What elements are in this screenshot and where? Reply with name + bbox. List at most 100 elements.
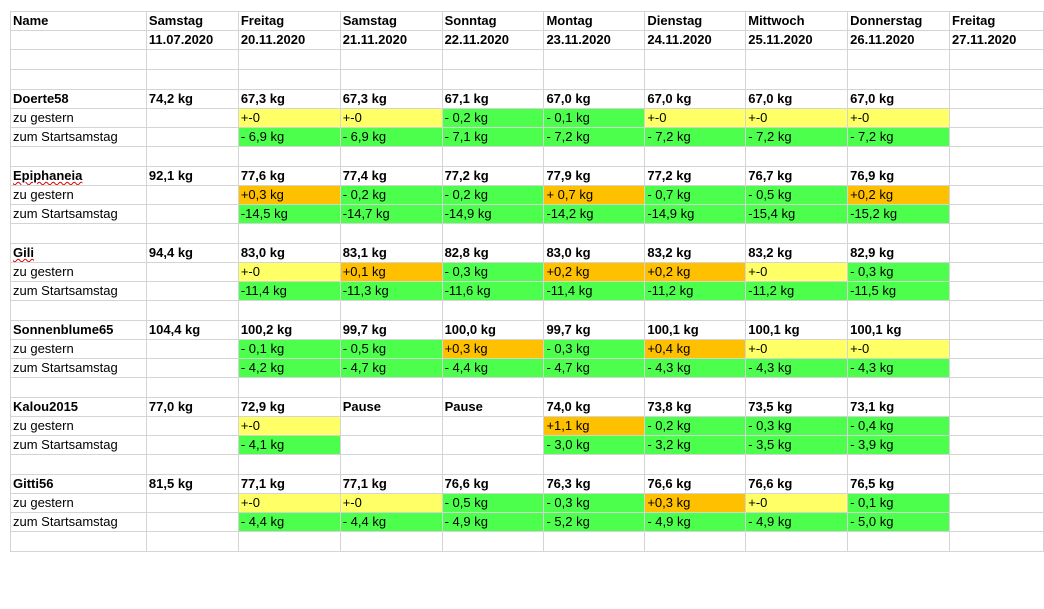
date-header[interactable]: 23.11.2020 bbox=[543, 30, 646, 50]
total-change-cell[interactable]: -11,2 kg bbox=[644, 281, 747, 301]
weight-cell[interactable]: 100,1 kg bbox=[847, 320, 951, 340]
empty-cell[interactable] bbox=[145, 300, 239, 321]
day-change-cell[interactable]: - 0,1 kg bbox=[237, 339, 341, 359]
total-change-cell[interactable]: - 7,2 kg bbox=[644, 127, 747, 147]
date-header[interactable]: 22.11.2020 bbox=[441, 30, 545, 50]
empty-cell[interactable] bbox=[237, 531, 341, 552]
day-change-cell[interactable] bbox=[949, 185, 1044, 205]
empty-cell[interactable] bbox=[543, 377, 646, 398]
weight-cell[interactable]: 77,1 kg bbox=[237, 474, 341, 494]
empty-cell[interactable] bbox=[10, 69, 147, 90]
empty-cell[interactable] bbox=[145, 435, 239, 455]
start-weight[interactable]: 104,4 kg bbox=[145, 320, 239, 340]
total-change-cell[interactable]: -11,6 kg bbox=[441, 281, 545, 301]
empty-cell[interactable] bbox=[145, 358, 239, 378]
day-change-cell[interactable] bbox=[949, 108, 1044, 128]
weight-cell[interactable]: 77,2 kg bbox=[441, 166, 545, 186]
total-change-cell[interactable]: - 7,2 kg bbox=[543, 127, 646, 147]
day-change-cell[interactable]: - 0,1 kg bbox=[543, 108, 646, 128]
day-change-cell[interactable]: +0,2 kg bbox=[543, 262, 646, 282]
weight-cell[interactable] bbox=[949, 320, 1044, 340]
empty-cell[interactable] bbox=[145, 49, 239, 70]
empty-cell[interactable] bbox=[441, 223, 545, 244]
empty-cell[interactable] bbox=[339, 377, 443, 398]
day-header[interactable]: Sonntag bbox=[441, 11, 545, 31]
total-change-cell[interactable]: - 4,3 kg bbox=[847, 358, 951, 378]
empty-cell[interactable] bbox=[237, 454, 341, 475]
empty-cell[interactable] bbox=[145, 377, 239, 398]
total-change-cell[interactable] bbox=[949, 512, 1044, 532]
weight-cell[interactable]: 67,1 kg bbox=[441, 89, 545, 109]
weight-cell[interactable]: 76,6 kg bbox=[644, 474, 747, 494]
empty-cell[interactable] bbox=[745, 531, 849, 552]
empty-cell[interactable] bbox=[745, 454, 849, 475]
day-change-cell[interactable]: + 0,7 kg bbox=[543, 185, 646, 205]
day-change-cell[interactable]: - 0,3 kg bbox=[543, 493, 646, 513]
start-weight[interactable]: 94,4 kg bbox=[145, 243, 239, 263]
date-header[interactable]: 25.11.2020 bbox=[745, 30, 849, 50]
day-change-cell[interactable]: +-0 bbox=[237, 262, 341, 282]
weight-cell[interactable]: 74,0 kg bbox=[543, 397, 646, 417]
empty-cell[interactable] bbox=[949, 531, 1044, 552]
day-change-cell[interactable] bbox=[949, 262, 1044, 282]
date-header[interactable]: 21.11.2020 bbox=[339, 30, 443, 50]
total-change-cell[interactable]: - 3,9 kg bbox=[847, 435, 951, 455]
empty-cell[interactable] bbox=[949, 377, 1044, 398]
day-change-cell[interactable] bbox=[949, 493, 1044, 513]
day-change-cell[interactable]: +-0 bbox=[745, 339, 849, 359]
row-label[interactable]: zum Startsamstag bbox=[10, 512, 147, 532]
empty-cell[interactable] bbox=[847, 454, 951, 475]
empty-cell[interactable] bbox=[543, 454, 646, 475]
empty-cell[interactable] bbox=[237, 146, 341, 167]
weight-cell[interactable]: 76,5 kg bbox=[847, 474, 951, 494]
empty-cell[interactable] bbox=[644, 531, 747, 552]
empty-cell[interactable] bbox=[237, 223, 341, 244]
total-change-cell[interactable]: - 4,1 kg bbox=[237, 435, 341, 455]
empty-cell[interactable] bbox=[339, 531, 443, 552]
empty-cell[interactable] bbox=[543, 531, 646, 552]
empty-cell[interactable] bbox=[237, 300, 341, 321]
weight-cell[interactable]: 82,9 kg bbox=[847, 243, 951, 263]
total-change-cell[interactable]: -11,3 kg bbox=[339, 281, 443, 301]
empty-cell[interactable] bbox=[339, 146, 443, 167]
weight-cell[interactable]: 73,1 kg bbox=[847, 397, 951, 417]
empty-cell[interactable] bbox=[745, 146, 849, 167]
day-header[interactable]: Dienstag bbox=[644, 11, 747, 31]
day-change-cell[interactable] bbox=[441, 416, 545, 436]
weight-cell[interactable]: 67,0 kg bbox=[644, 89, 747, 109]
empty-cell[interactable] bbox=[745, 377, 849, 398]
empty-cell[interactable] bbox=[949, 454, 1044, 475]
total-change-cell[interactable]: -14,7 kg bbox=[339, 204, 443, 224]
day-header[interactable]: Samstag bbox=[339, 11, 443, 31]
start-weight[interactable]: 81,5 kg bbox=[145, 474, 239, 494]
day-header[interactable]: Freitag bbox=[949, 11, 1044, 31]
participant-name[interactable]: Sonnenblume65 bbox=[10, 320, 147, 340]
day-change-cell[interactable]: - 0,2 kg bbox=[339, 185, 443, 205]
participant-name[interactable]: Gili bbox=[10, 243, 147, 263]
start-weight[interactable]: 92,1 kg bbox=[145, 166, 239, 186]
day-change-cell[interactable]: - 0,4 kg bbox=[847, 416, 951, 436]
row-label[interactable]: zum Startsamstag bbox=[10, 204, 147, 224]
empty-cell[interactable] bbox=[145, 185, 239, 205]
empty-cell[interactable] bbox=[847, 223, 951, 244]
empty-cell[interactable] bbox=[339, 454, 443, 475]
empty-cell[interactable] bbox=[847, 146, 951, 167]
total-change-cell[interactable]: -14,2 kg bbox=[543, 204, 646, 224]
total-change-cell[interactable]: - 4,7 kg bbox=[543, 358, 646, 378]
empty-cell[interactable] bbox=[543, 146, 646, 167]
day-change-cell[interactable]: +-0 bbox=[644, 108, 747, 128]
day-header[interactable]: Montag bbox=[543, 11, 646, 31]
total-change-cell[interactable]: -11,4 kg bbox=[237, 281, 341, 301]
total-change-cell[interactable]: - 4,7 kg bbox=[339, 358, 443, 378]
day-header[interactable]: Freitag bbox=[237, 11, 341, 31]
empty-cell[interactable] bbox=[441, 454, 545, 475]
empty-cell[interactable] bbox=[145, 69, 239, 90]
empty-cell[interactable] bbox=[644, 146, 747, 167]
total-change-cell[interactable]: - 6,9 kg bbox=[339, 127, 443, 147]
row-label[interactable]: zu gestern bbox=[10, 262, 147, 282]
total-change-cell[interactable]: - 4,4 kg bbox=[441, 358, 545, 378]
total-change-cell[interactable]: - 4,4 kg bbox=[339, 512, 443, 532]
total-change-cell[interactable]: -11,2 kg bbox=[745, 281, 849, 301]
row-label[interactable]: zum Startsamstag bbox=[10, 435, 147, 455]
day-change-cell[interactable]: +0,4 kg bbox=[644, 339, 747, 359]
